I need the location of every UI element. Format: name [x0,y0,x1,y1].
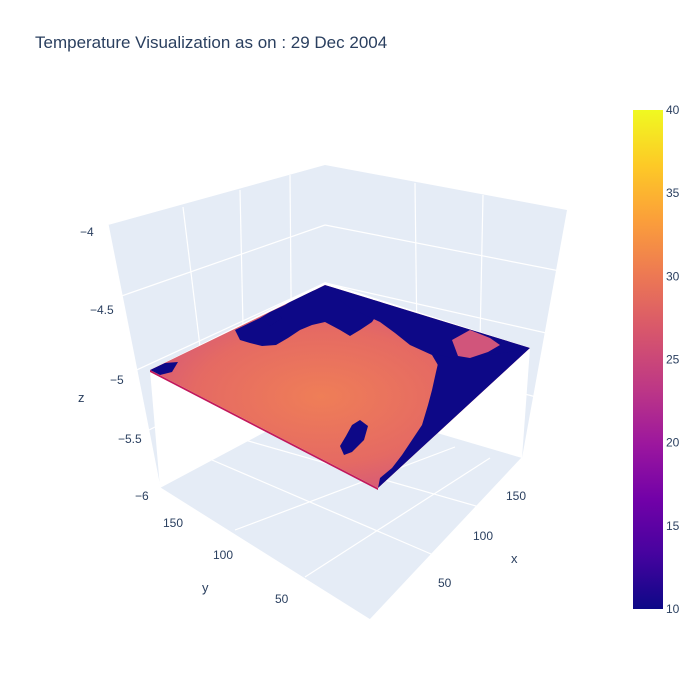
colorbar-tick-25: 25 [666,353,680,367]
surface-edge [150,370,378,490]
land-small-island [262,312,282,326]
colorbar-gradient [633,110,663,609]
x-tick-50: 50 [438,576,452,590]
x-tick-100: 100 [473,529,493,543]
y-axis-ticks: 150 100 50 y [163,516,289,606]
land-africa-left [150,362,178,375]
y-tick-100: 100 [213,548,233,562]
land-indochina-right [378,348,530,488]
colorbar-tick-20: 20 [666,436,680,450]
colorbar-tick-40: 40 [666,103,680,117]
x-axis-ticks: 150 100 50 x [438,489,526,590]
colorbar-tick-35: 35 [666,186,680,200]
pane-back-left [108,165,325,488]
sea-inlet [452,330,500,358]
z-tick-3: −5 [110,373,124,387]
x-axis-title: x [511,551,518,566]
colorbar-tick-10: 10 [666,602,680,616]
z-tick-4: −5.5 [118,432,142,446]
z-tick-5: −6 [135,489,149,503]
z-tick-1: −4 [80,225,94,239]
land-sri-lanka-strip [340,420,368,455]
colorbar: 10 15 20 25 30 35 40 [633,103,680,616]
z-tick-2: −4.5 [90,303,114,317]
colorbar-tick-15: 15 [666,519,680,533]
pane-back-right [325,165,567,458]
chart-title: Temperature Visualization as on : 29 Dec… [35,33,388,52]
temperature-surface[interactable] [150,285,530,490]
y-tick-50: 50 [275,592,289,606]
y-tick-150: 150 [163,516,183,530]
z-axis-ticks: −4 −4.5 −5 −5.5 −6 z [78,225,149,503]
x-tick-150: 150 [506,489,526,503]
pane-floor [160,400,522,620]
z-axis-title: z [78,390,85,405]
y-axis-title: y [202,580,209,595]
colorbar-tick-30: 30 [666,269,680,283]
axis-frame [107,224,523,621]
